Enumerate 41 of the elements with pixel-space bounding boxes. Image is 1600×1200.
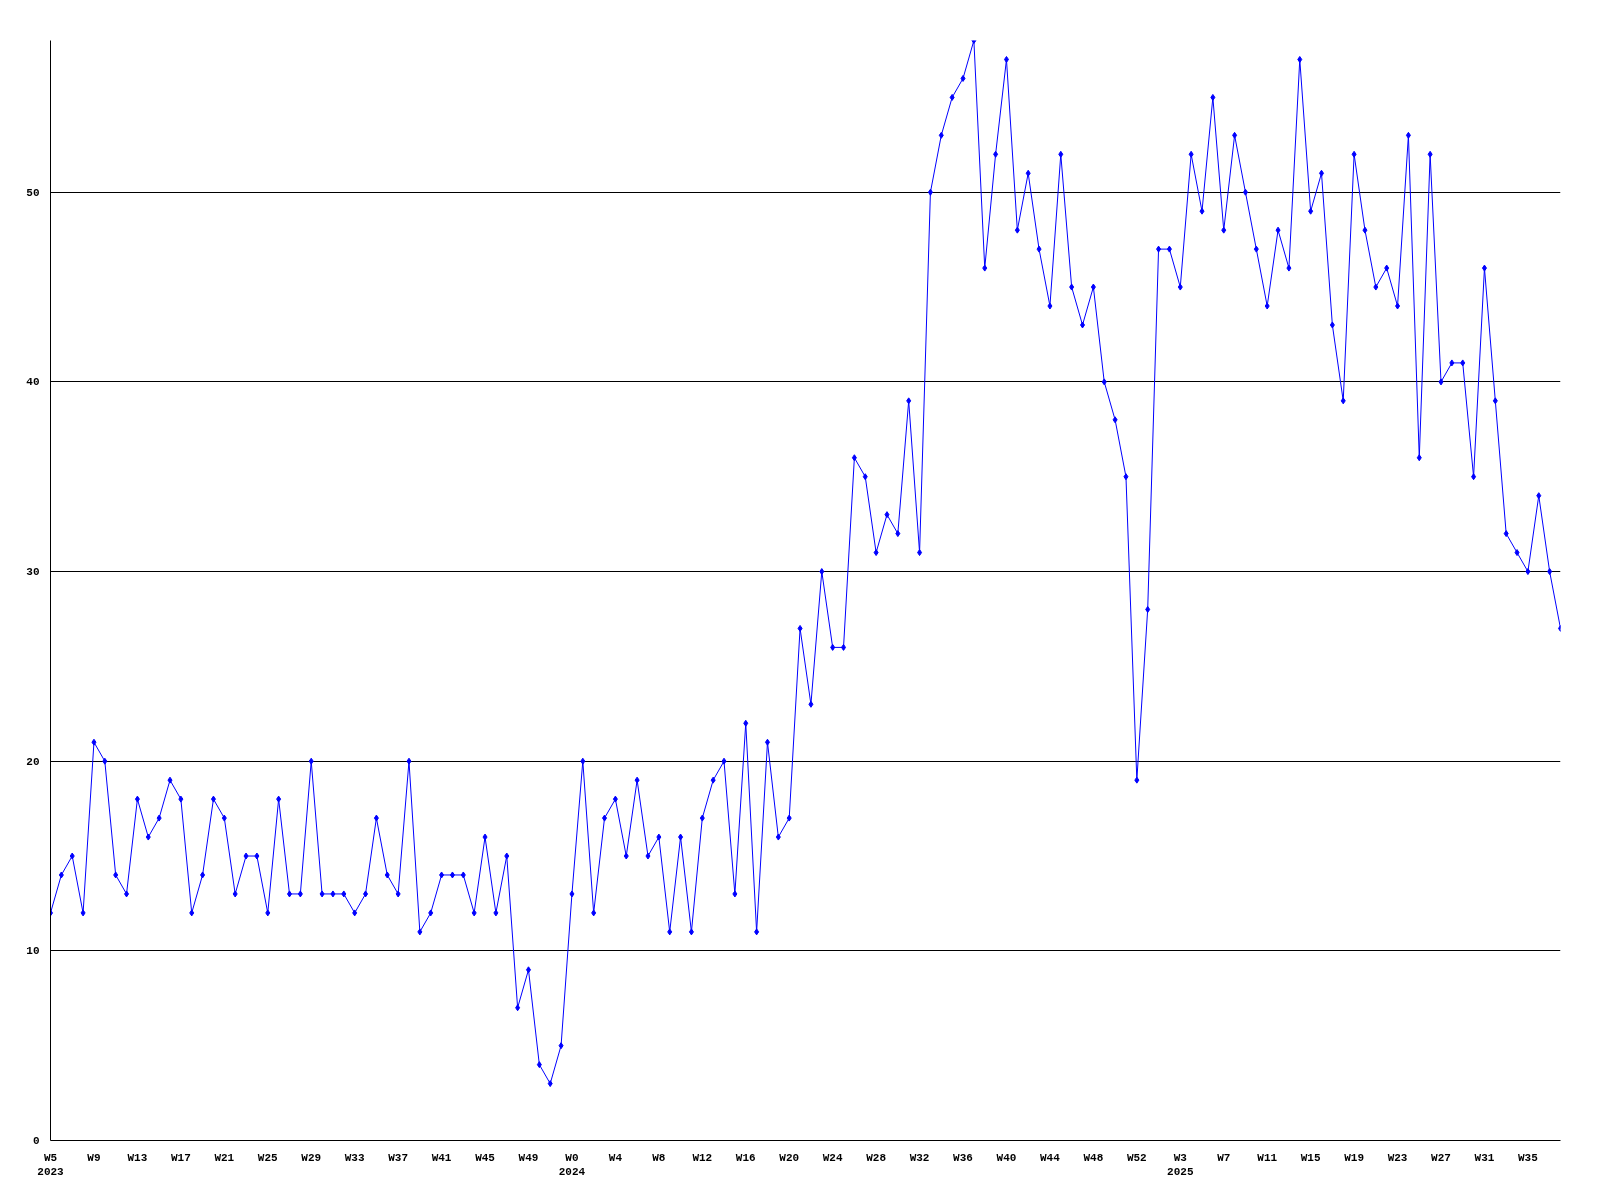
x-tick-label: W41 <box>431 1151 452 1164</box>
x-tick-label: W28 <box>866 1151 887 1164</box>
x-tick-label: W40 <box>996 1151 1017 1164</box>
x-tick-label: W29 <box>301 1151 322 1164</box>
x-tick-label: W35 <box>1518 1151 1539 1164</box>
y-tick-label: 40 <box>26 376 40 389</box>
x-tick-label: W45 <box>475 1151 496 1164</box>
y-tick-label: 0 <box>32 1135 40 1147</box>
y-tick-label: 20 <box>26 755 40 768</box>
x-tick-label: W25 <box>257 1151 279 1164</box>
x-tick-label: W27 <box>1431 1151 1451 1164</box>
y-tick-label: 30 <box>26 566 40 579</box>
x-tick-label: W20 <box>779 1151 800 1164</box>
x-tick-label: W52 <box>1126 1151 1147 1164</box>
x-tick-label: W31 <box>1474 1151 1495 1164</box>
x-tick-label: W16 <box>735 1151 756 1164</box>
x-tick-label: W44 <box>1040 1151 1061 1164</box>
y-tick-label: 50 <box>26 186 40 199</box>
x-tick-label: W8 <box>652 1151 666 1164</box>
x-tick-label: W13 <box>127 1151 148 1164</box>
x-tick-label: W17 <box>170 1151 191 1164</box>
x-tick-label: W12 <box>692 1151 713 1164</box>
x-tick-label: W23 <box>1387 1151 1408 1164</box>
x-tick-label: W11 <box>1257 1151 1278 1164</box>
x-tick-label: W15 <box>1300 1151 1321 1164</box>
x-tick-label: W37 <box>388 1151 409 1164</box>
x-tick-label: W24 <box>822 1151 843 1164</box>
y-tick-label: 10 <box>26 945 40 958</box>
x-tick-label: W36 <box>953 1151 973 1164</box>
x-tick-label: W4 <box>608 1151 623 1164</box>
x-tick-label: W5 2023 <box>37 1151 65 1178</box>
x-tick-label: W32 <box>909 1151 930 1164</box>
x-tick-label: W21 <box>214 1151 235 1164</box>
x-tick-label: W49 <box>518 1151 539 1164</box>
x-tick-label: W33 <box>344 1151 365 1164</box>
x-tick-label: W0 2024 <box>558 1151 586 1178</box>
x-tick-label: W9 <box>87 1151 101 1164</box>
x-tick-label: W19 <box>1344 1151 1365 1164</box>
x-tick-label: W7 <box>1217 1151 1231 1164</box>
x-tick-label: W48 <box>1083 1151 1104 1164</box>
x-tick-label: W3 2025 <box>1167 1151 1194 1178</box>
